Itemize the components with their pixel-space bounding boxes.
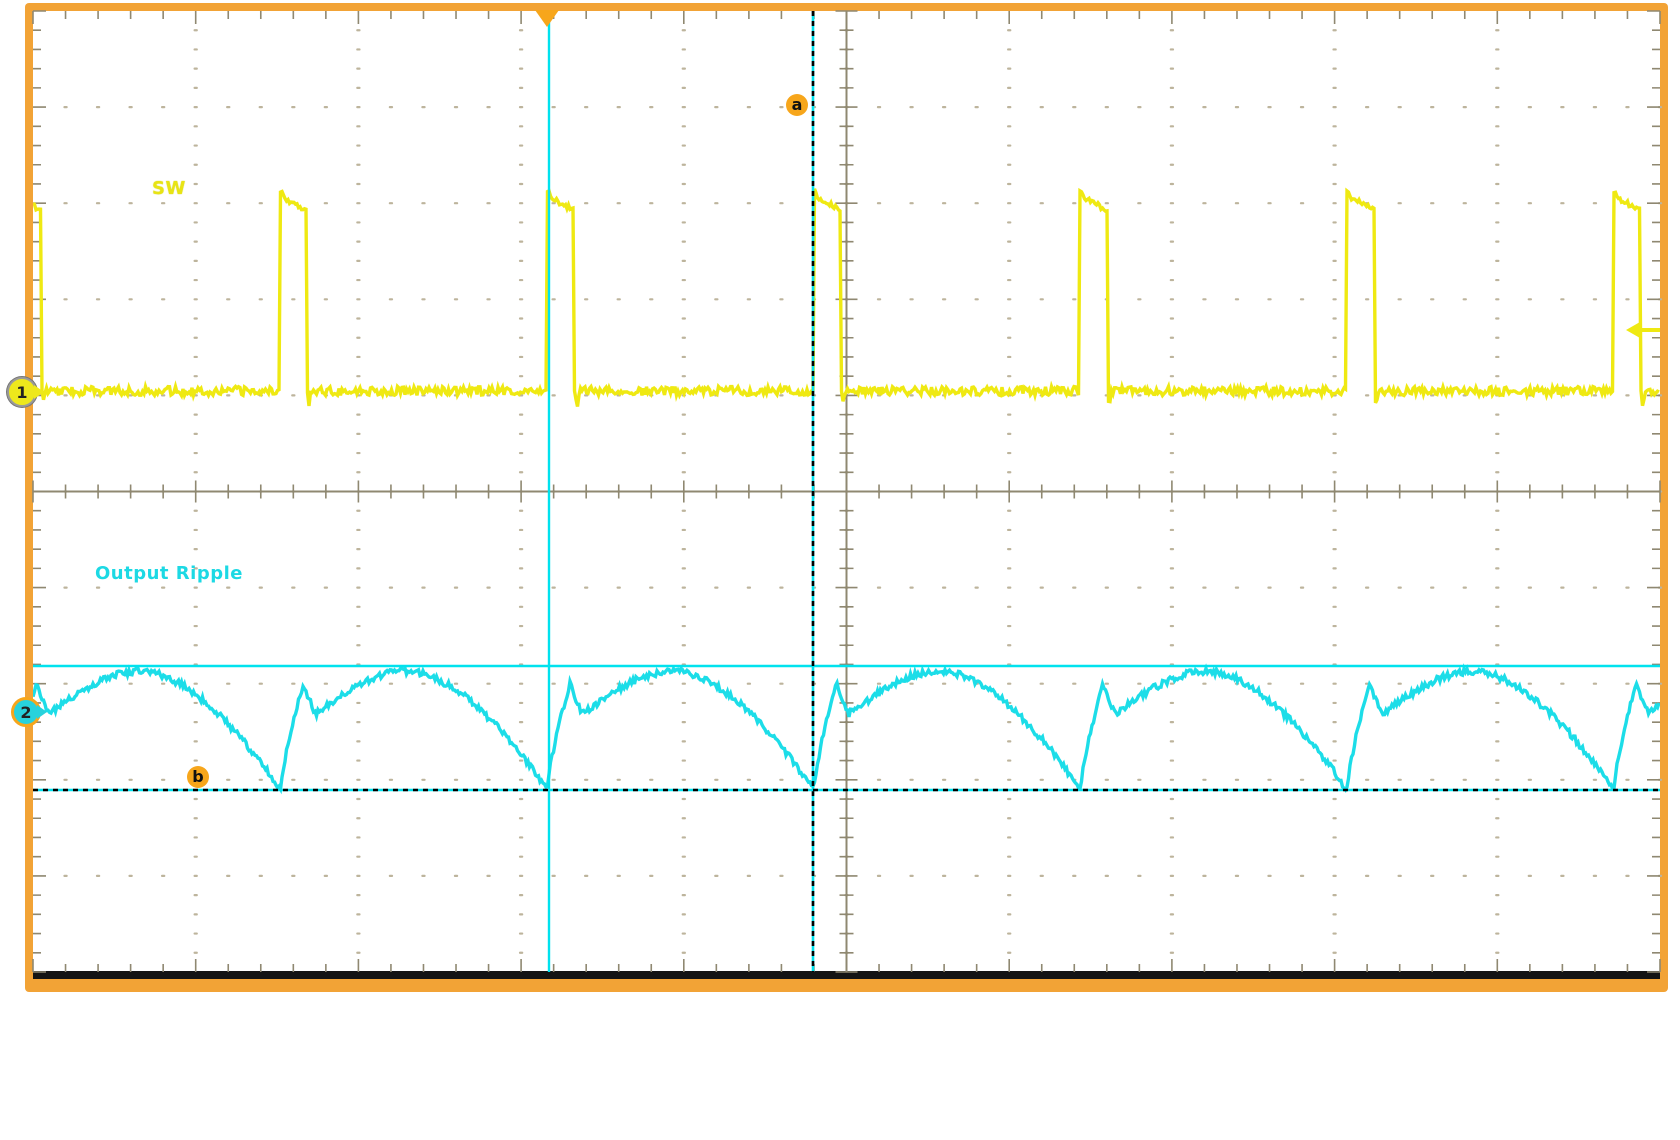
ch1-reference-marker[interactable]: 1: [7, 377, 44, 407]
readout-bar: C1 6.0V/div 1MΩ BW:20.0M C2 4.0mV/div BW…: [0, 992, 1680, 1140]
ch2-reference-label: 2: [20, 702, 32, 722]
ch2-reference-marker[interactable]: 2: [11, 697, 47, 727]
ch2-marker-arrow-icon: [37, 705, 47, 719]
graticule-bottom-strip: [33, 971, 1660, 979]
ch2-waveform-label: Output Ripple: [95, 563, 243, 584]
ch1-waveform-label: SW: [152, 178, 186, 199]
ch1-reference-label: 1: [16, 382, 28, 402]
ch1-marker-arrow-icon: [34, 385, 44, 399]
waveform-display[interactable]: [33, 11, 1660, 972]
cursor-b-badge[interactable]: b: [187, 766, 209, 788]
cursor-a-badge[interactable]: a: [786, 94, 808, 116]
